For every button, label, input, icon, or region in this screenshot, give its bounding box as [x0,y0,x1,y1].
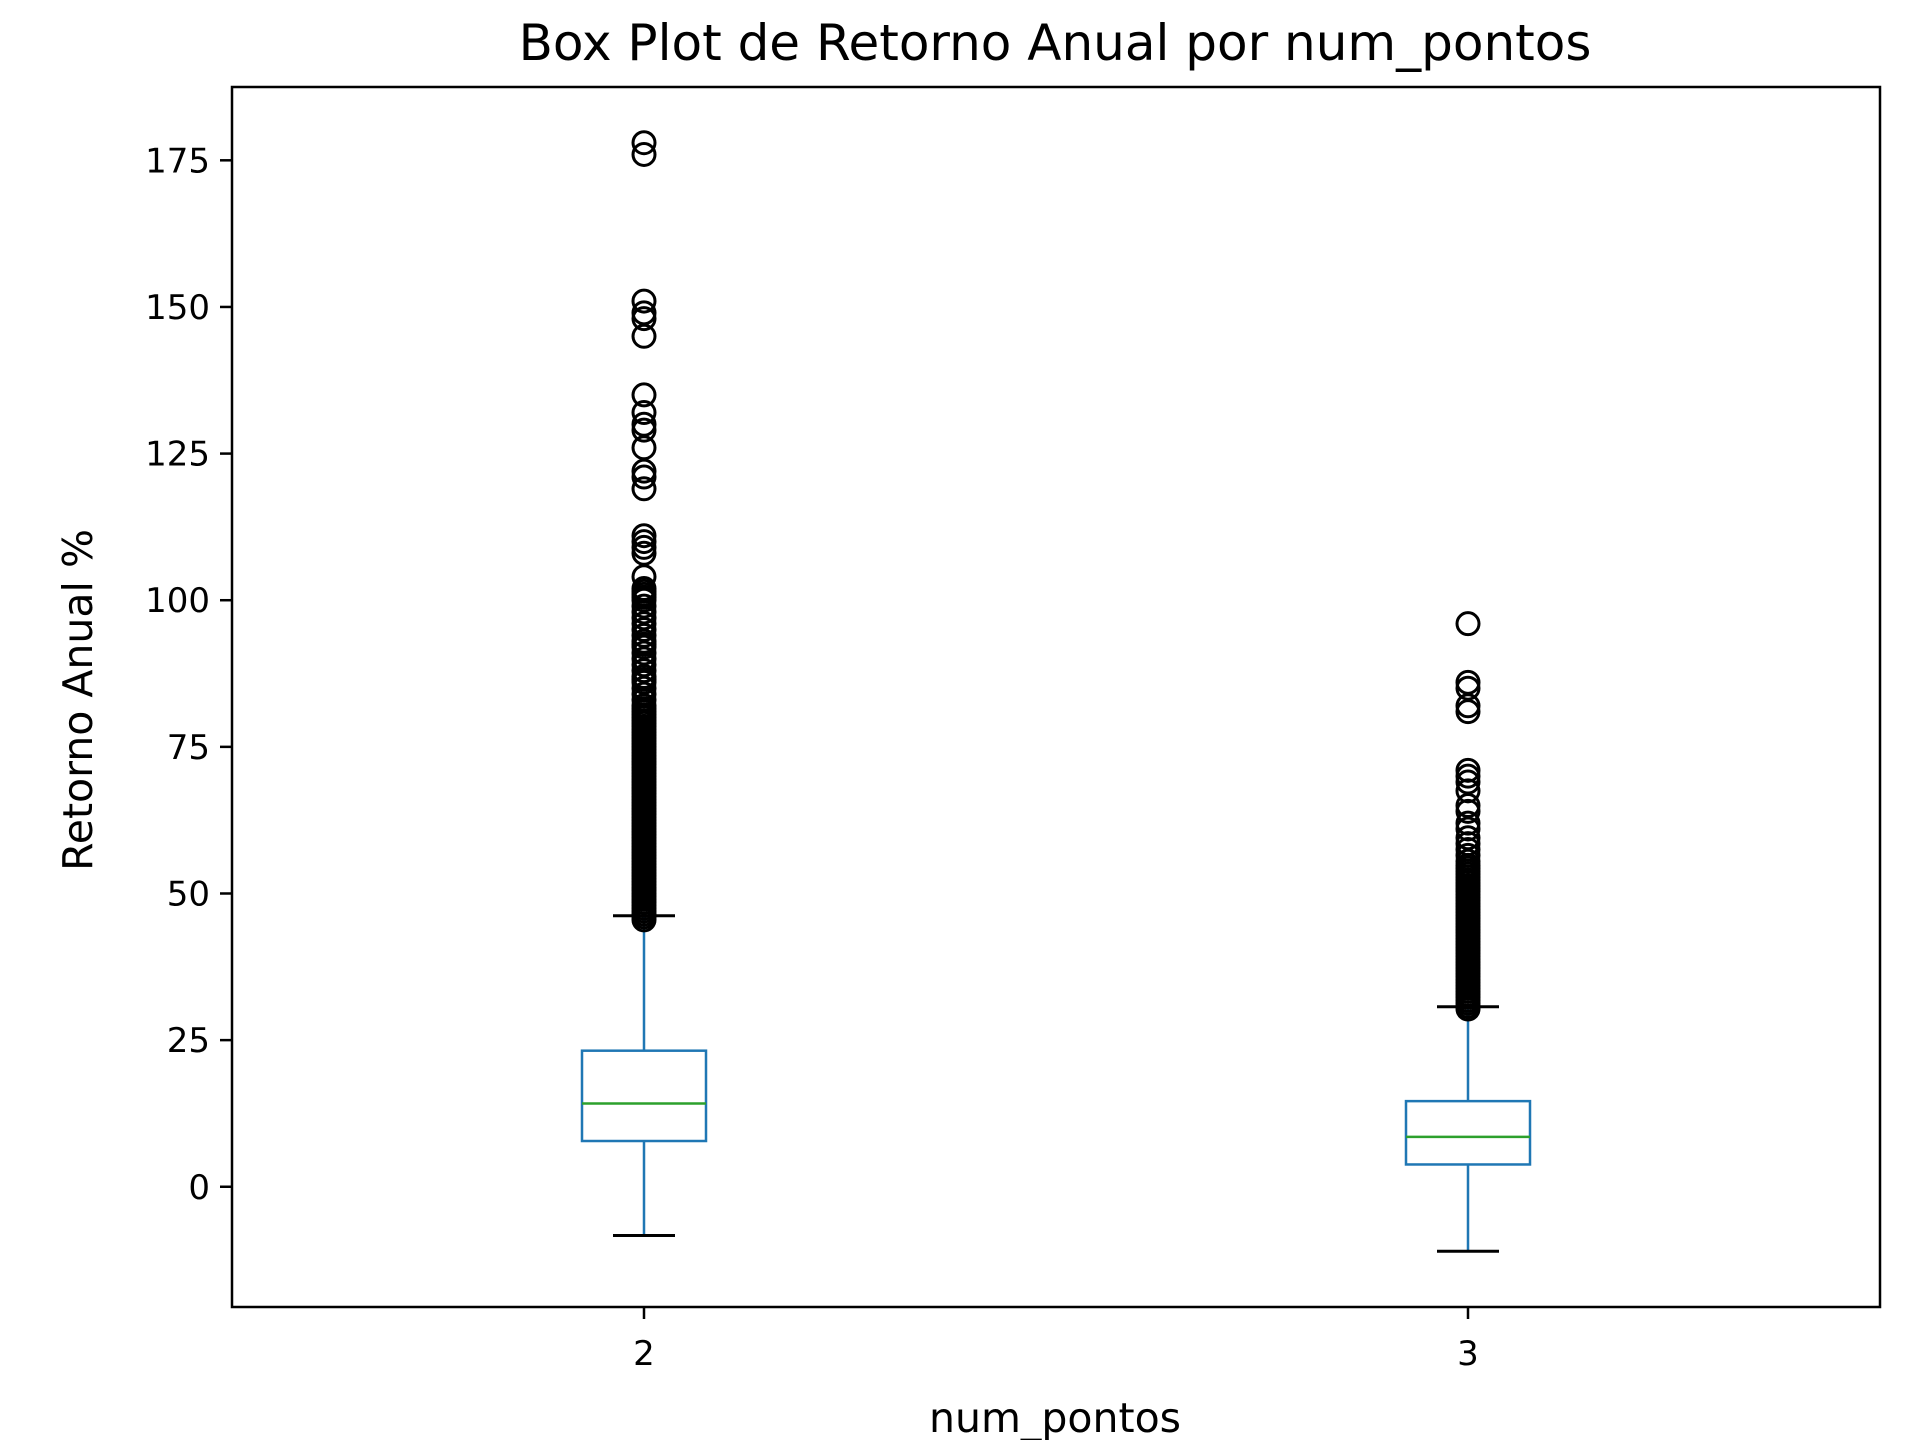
outlier-point [631,523,657,549]
y-tick-label: 125 [145,435,210,475]
box-series [580,130,1532,1253]
outlier-point [1455,825,1481,851]
outlier-point [631,141,657,167]
outlier-point [631,400,657,426]
outlier-point [631,300,657,326]
outlier-point [1455,611,1481,637]
x-axis-label: num_pontos [929,1394,1181,1440]
y-tick-label: 75 [167,728,210,768]
outlier-point [631,130,657,156]
x-tick-label: 3 [1457,1334,1479,1374]
outlier-point [631,288,657,314]
y-tick-label: 175 [145,141,210,181]
box-group-3 [1404,611,1532,1253]
y-axis-ticks: 0 25 50 75 100 125 150 175 [145,141,232,1208]
y-tick-label: 100 [145,581,210,621]
outlier-point [631,382,657,408]
y-axis-label: Retorno Anual % [54,529,102,871]
y-tick-label: 150 [145,288,210,328]
y-tick-label: 25 [167,1021,210,1061]
outlier-point [1455,810,1481,836]
plot-area-frame [230,85,1882,1309]
iqr-box [580,1049,708,1143]
outlier-point [631,575,657,601]
y-tick-label: 50 [167,874,210,914]
box-group-2 [580,130,708,1237]
outlier-point [1455,669,1481,695]
chart-title: Box Plot de Retorno Anual por num_pontos [519,14,1592,72]
x-tick-label: 2 [633,1334,655,1374]
outlier-point [631,476,657,502]
outlier-point [1455,757,1481,783]
y-tick-label: 0 [188,1168,210,1208]
iqr-box [1404,1099,1532,1166]
outlier-point [631,411,657,437]
